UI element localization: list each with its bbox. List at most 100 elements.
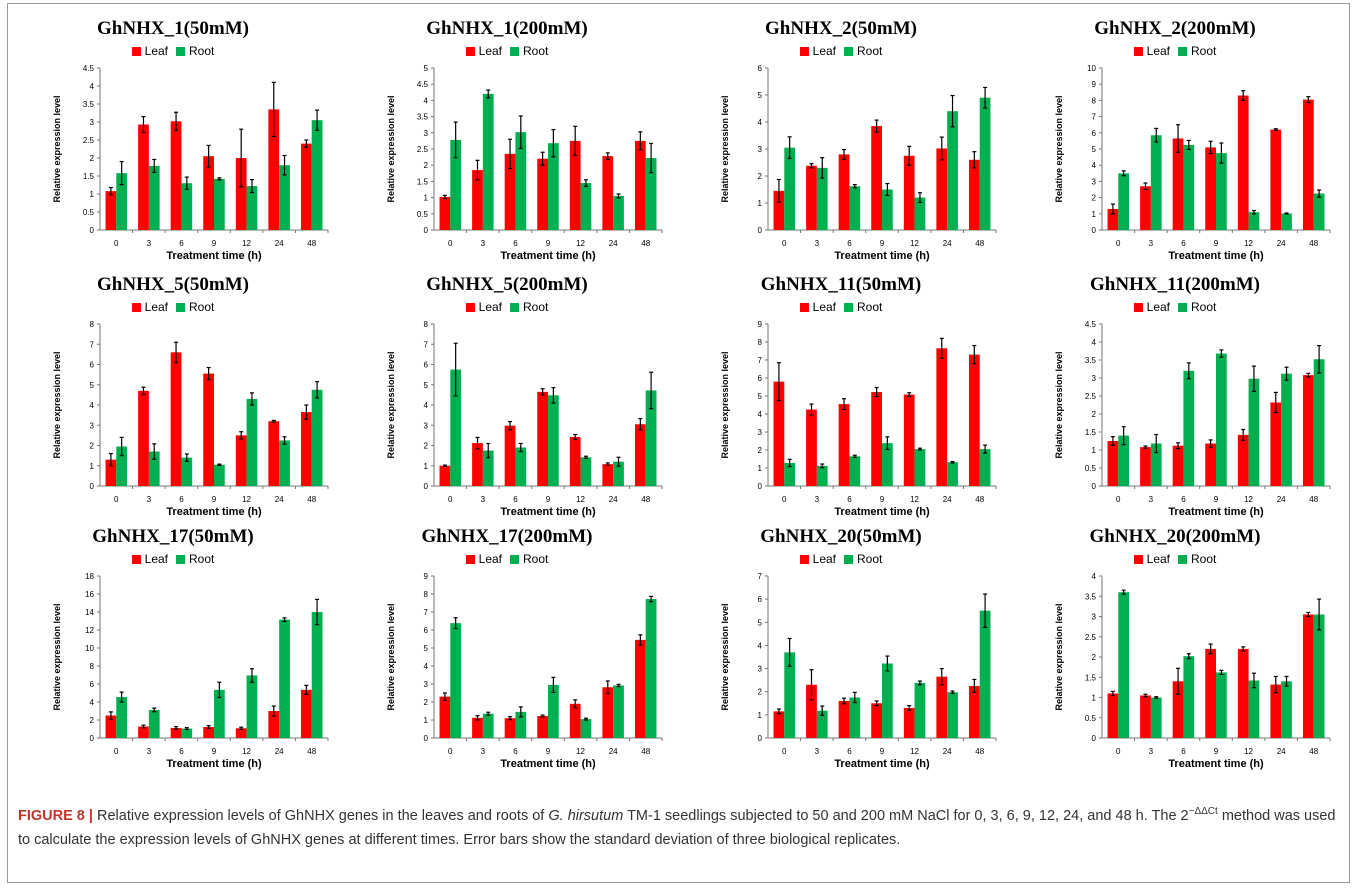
legend-swatch <box>1178 555 1187 564</box>
x-tick-label: 12 <box>1244 495 1253 504</box>
legend-item: Leaf <box>799 552 836 566</box>
chart-legend: Leaf Root <box>1010 552 1340 566</box>
y-tick-label: 6 <box>90 680 95 689</box>
x-tick-label: 0 <box>1116 747 1121 756</box>
bar-root <box>181 183 193 230</box>
bar-leaf <box>1237 95 1249 230</box>
x-axis-label: Treatment time (h) <box>1168 506 1264 518</box>
y-tick-label: 4.5 <box>417 80 429 89</box>
y-tick-label: 14 <box>85 608 94 617</box>
x-tick-label: 6 <box>513 239 518 248</box>
y-tick-label: 16 <box>85 590 94 599</box>
bar-leaf <box>1237 434 1249 486</box>
bar-leaf <box>170 727 182 738</box>
x-tick-label: 9 <box>212 495 217 504</box>
bar-root <box>645 599 657 738</box>
y-tick-label: 2 <box>90 716 95 725</box>
bar-leaf <box>871 703 882 738</box>
bar-leaf <box>773 711 785 738</box>
bar-leaf <box>1302 614 1314 738</box>
legend-label: Root <box>189 552 215 566</box>
y-tick-label: 3.5 <box>417 113 429 122</box>
bar-root <box>816 167 828 230</box>
legend-item: Root <box>1178 552 1216 566</box>
legend-item: Leaf <box>799 44 836 58</box>
y-axis-label: Relative expression level <box>52 603 62 710</box>
chart-panel: Relative expression level 0 1 2 3 4 5 6 7 0 3 6 9 12 2… <box>676 512 1006 772</box>
bar-root <box>1248 212 1260 230</box>
legend-label: Leaf <box>478 300 502 314</box>
x-tick-label: 6 <box>847 747 852 756</box>
bar-root <box>515 711 527 738</box>
bar-root <box>1150 443 1162 486</box>
legend-item: Root <box>844 44 882 58</box>
x-tick-label: 12 <box>576 239 585 248</box>
x-tick-label: 48 <box>307 495 316 504</box>
bar-leaf <box>105 459 117 486</box>
x-tick-label: 48 <box>1309 239 1318 248</box>
y-axis-label: Relative expression level <box>1054 603 1064 710</box>
y-tick-label: 3 <box>758 145 763 154</box>
bar-root <box>311 120 323 230</box>
chart-title: GhNHX_5(50mM) <box>97 274 249 295</box>
bar-leaf <box>235 435 247 486</box>
y-axis-label: Relative expression level <box>1054 351 1064 458</box>
bar-leaf <box>602 464 614 486</box>
y-axis-label: Relative expression level <box>720 95 730 202</box>
legend-item: Root <box>176 300 214 314</box>
y-tick-label: 1 <box>90 462 95 471</box>
bar-leaf <box>1270 402 1282 486</box>
y-tick-label: 0.5 <box>83 208 95 217</box>
x-tick-label: 3 <box>481 239 486 248</box>
bar-root <box>613 195 624 230</box>
y-tick-label: 3.5 <box>1085 592 1097 601</box>
bar-leaf <box>300 412 312 486</box>
x-tick-label: 0 <box>448 747 453 756</box>
bar-leaf <box>903 707 915 738</box>
y-tick-label: 4.5 <box>83 64 95 73</box>
y-axis-label: Relative expression level <box>720 603 730 710</box>
x-tick-label: 9 <box>880 239 885 248</box>
bar-leaf <box>1270 129 1282 230</box>
x-tick-label: 6 <box>847 239 852 248</box>
bar-root <box>148 451 160 486</box>
legend-swatch <box>465 555 475 564</box>
x-tick-label: 24 <box>275 239 284 248</box>
y-tick-label: 4 <box>1092 572 1097 581</box>
y-tick-label: 8 <box>758 338 763 347</box>
y-tick-label: 2 <box>1092 194 1097 203</box>
bar-leaf <box>903 394 915 486</box>
legend-label: Root <box>523 552 549 566</box>
legend-item: Root <box>1178 44 1216 58</box>
y-tick-label: 6 <box>90 361 95 370</box>
bar-leaf <box>838 154 850 230</box>
bar-root <box>1248 378 1260 486</box>
chart-svg: Relative expression level 0 0.5 1 1.5 2 2.5 3 3.… <box>386 64 663 262</box>
caption-superscript: −ΔΔCt <box>1188 806 1218 817</box>
x-tick-label: 48 <box>641 239 650 248</box>
chart-legend: Leaf Root <box>8 552 338 566</box>
bar-root <box>979 449 991 486</box>
legend-label: Leaf <box>812 552 836 566</box>
legend-swatch <box>465 303 475 312</box>
y-tick-label: 2 <box>1092 410 1097 419</box>
x-tick-label: 3 <box>1149 495 1154 504</box>
bar-root <box>580 183 592 230</box>
bar-leaf <box>1205 147 1216 230</box>
x-tick-label: 24 <box>275 747 284 756</box>
chart-title: GhNHX_1(200mM) <box>426 18 588 39</box>
bar-leaf <box>806 165 817 230</box>
y-tick-label: 4 <box>90 698 95 707</box>
y-tick-label: 4 <box>424 96 429 105</box>
bar-root <box>914 197 926 230</box>
y-axis-label: Relative expression level <box>52 95 62 202</box>
legend-item: Leaf <box>131 44 168 58</box>
y-tick-label: 5 <box>758 618 763 627</box>
bar-leaf <box>268 711 280 738</box>
y-tick-label: 1 <box>758 199 763 208</box>
bar-root <box>580 457 592 486</box>
bar-leaf <box>235 158 247 230</box>
legend-item: Root <box>844 300 882 314</box>
y-tick-label: 2.5 <box>1085 392 1097 401</box>
legend-swatch <box>176 555 185 564</box>
